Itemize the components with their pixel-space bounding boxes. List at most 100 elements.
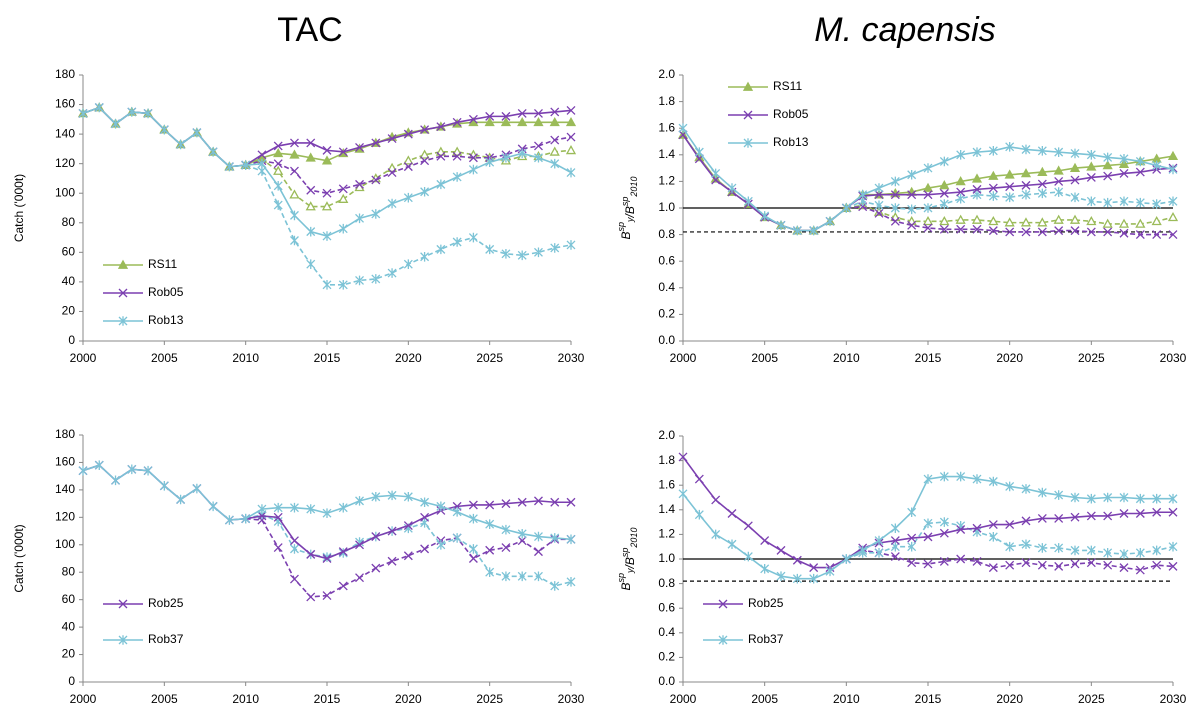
marker bbox=[1102, 160, 1113, 170]
marker bbox=[322, 231, 332, 241]
marker bbox=[939, 557, 949, 566]
marker bbox=[517, 497, 527, 507]
marker bbox=[468, 153, 478, 163]
y-tick-label: 1.4 bbox=[658, 502, 675, 516]
marker bbox=[1005, 560, 1015, 570]
marker bbox=[534, 152, 543, 163]
marker bbox=[533, 116, 544, 127]
marker bbox=[1086, 196, 1096, 207]
marker bbox=[143, 465, 153, 476]
marker bbox=[192, 127, 202, 138]
marker bbox=[452, 172, 462, 182]
legend-label: RS11 bbox=[773, 79, 802, 93]
marker bbox=[1086, 558, 1096, 568]
marker bbox=[1086, 150, 1096, 160]
marker bbox=[289, 149, 300, 159]
marker bbox=[387, 556, 397, 566]
y-tick-label: 140 bbox=[55, 482, 75, 496]
marker bbox=[1102, 218, 1113, 228]
y-tick-label: 1.0 bbox=[658, 551, 675, 565]
marker bbox=[534, 531, 543, 542]
marker bbox=[322, 145, 332, 155]
marker bbox=[290, 544, 299, 554]
marker bbox=[322, 591, 332, 601]
marker bbox=[1168, 507, 1178, 517]
marker bbox=[403, 521, 413, 531]
legend-label: Rob25 bbox=[148, 596, 184, 610]
marker bbox=[1103, 511, 1113, 521]
marker bbox=[1135, 197, 1145, 208]
marker bbox=[566, 577, 576, 587]
marker bbox=[78, 465, 88, 476]
marker bbox=[241, 160, 251, 170]
y-tick-label: 0.8 bbox=[658, 227, 675, 241]
marker bbox=[694, 474, 704, 484]
marker bbox=[939, 517, 949, 527]
marker bbox=[1135, 493, 1145, 504]
marker bbox=[176, 139, 186, 150]
marker bbox=[517, 116, 528, 127]
marker bbox=[890, 552, 900, 561]
y-tick-label: 140 bbox=[55, 126, 75, 140]
x-tick-label: 2020 bbox=[395, 351, 422, 365]
marker bbox=[1135, 167, 1145, 177]
marker bbox=[306, 592, 316, 602]
marker bbox=[387, 268, 397, 278]
legend-marker bbox=[742, 81, 754, 91]
y-tick-label: 2.0 bbox=[658, 428, 675, 442]
y-tick-label: 0.0 bbox=[658, 333, 675, 347]
marker bbox=[403, 491, 413, 502]
marker bbox=[435, 146, 446, 156]
marker bbox=[273, 159, 283, 169]
marker bbox=[694, 147, 704, 157]
marker bbox=[420, 125, 430, 135]
series-line bbox=[82, 464, 572, 541]
marker bbox=[1152, 160, 1162, 171]
marker bbox=[922, 215, 934, 226]
marker bbox=[1119, 153, 1129, 164]
marker bbox=[1103, 227, 1113, 237]
marker bbox=[159, 480, 169, 491]
marker bbox=[306, 504, 316, 514]
marker bbox=[988, 170, 999, 180]
marker bbox=[273, 165, 284, 175]
marker bbox=[956, 554, 966, 564]
y-tick-label: 0.4 bbox=[658, 625, 675, 639]
marker bbox=[566, 497, 576, 507]
y-tick-label: 20 bbox=[62, 647, 76, 661]
marker bbox=[1103, 548, 1113, 558]
marker bbox=[939, 215, 950, 226]
x-tick-label: 2000 bbox=[670, 692, 697, 706]
marker bbox=[517, 148, 527, 159]
x-tick-label: 2010 bbox=[232, 692, 259, 706]
y-tick-label: 0.8 bbox=[658, 576, 675, 590]
marker bbox=[841, 554, 851, 564]
marker bbox=[534, 571, 543, 582]
marker bbox=[988, 183, 998, 193]
marker bbox=[1167, 150, 1179, 160]
marker bbox=[452, 507, 462, 517]
marker bbox=[939, 199, 949, 209]
marker bbox=[468, 500, 478, 510]
legend-label: Rob37 bbox=[748, 632, 784, 646]
marker bbox=[127, 464, 137, 475]
y-tick-label: 1.4 bbox=[658, 147, 675, 161]
series-line-dashed bbox=[245, 136, 572, 195]
marker bbox=[825, 566, 835, 577]
y-tick-label: 160 bbox=[55, 97, 75, 111]
marker bbox=[907, 533, 917, 543]
marker bbox=[1037, 513, 1047, 523]
legend-marker bbox=[718, 599, 728, 609]
marker bbox=[776, 545, 786, 555]
marker bbox=[550, 107, 560, 117]
marker bbox=[939, 471, 949, 482]
marker bbox=[290, 574, 299, 584]
label-sub: 2010 bbox=[629, 528, 639, 549]
marker bbox=[452, 146, 463, 156]
y-tick-label: 1.6 bbox=[658, 477, 675, 491]
marker bbox=[1168, 164, 1178, 175]
marker bbox=[727, 539, 737, 550]
marker bbox=[1021, 144, 1031, 155]
marker bbox=[387, 526, 397, 536]
marker bbox=[1005, 520, 1015, 530]
